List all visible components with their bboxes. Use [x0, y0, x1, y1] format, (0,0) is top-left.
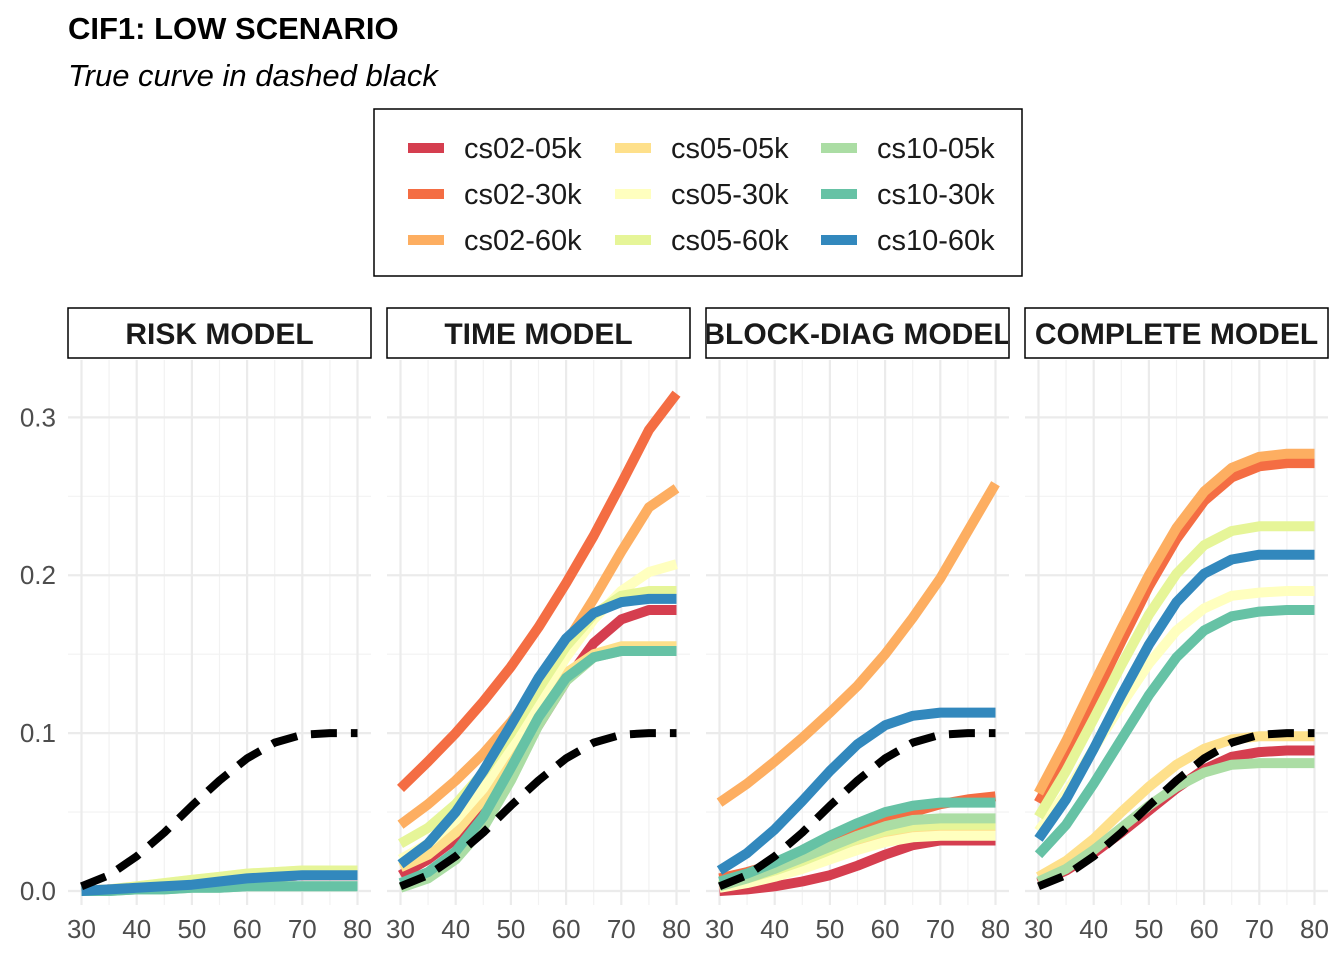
strip-label: TIME MODEL [444, 318, 632, 351]
true-curve-line [1037, 729, 1315, 891]
legend-label-cs02-30k: cs02-30k [464, 179, 582, 211]
x-tick-label: 70 [288, 914, 317, 944]
x-tick-label: 40 [1079, 914, 1108, 944]
series-line-cs02-30k [1034, 458, 1315, 806]
legend: cs02-05k cs02-30k cs02-60k cs05-05k cs05-30k… [373, 108, 1023, 277]
true-curve-line [718, 729, 996, 891]
x-tick-label: 70 [1245, 914, 1274, 944]
x-tick-label: 50 [177, 914, 206, 944]
strip-label: BLOCK-DIAG MODEL [703, 318, 1011, 351]
true-curve-line [80, 729, 358, 891]
legend-label-cs02-05k: cs02-05k [464, 133, 582, 165]
panels: RISK MODEL 30 40 50 60 70 80 TIME MODEL 30 40 50 60… [67, 307, 1329, 944]
x-tick-label: 60 [871, 914, 900, 944]
series-line-cs10-30k [1034, 605, 1315, 859]
true-curve-line [399, 729, 677, 891]
panel-time-model: TIME MODEL 30 40 50 60 70 80 [386, 307, 691, 944]
x-tick-label: 80 [981, 914, 1010, 944]
x-tick-label: 40 [441, 914, 470, 944]
y-axis: 0.0 0.1 0.2 0.3 [20, 402, 56, 906]
series-line-cs02-60k [716, 481, 1000, 807]
series-line-cs10-05k [1036, 758, 1315, 887]
series-line-cs10-05k [718, 813, 996, 892]
x-tick-label: 30 [705, 914, 734, 944]
legend-label-cs10-30k: cs10-30k [877, 179, 995, 211]
x-tick-label: 70 [926, 914, 955, 944]
legend-label-cs10-05k: cs10-05k [877, 133, 995, 165]
y-tick-label: 0.2 [20, 560, 56, 590]
x-tick-label: 30 [67, 914, 96, 944]
x-tick-label: 80 [1300, 914, 1329, 944]
series-line-cs05-30k [718, 830, 996, 893]
legend-label-cs10-60k: cs10-60k [877, 225, 995, 257]
series-line-cs05-60k [398, 586, 677, 848]
x-tick-label: 80 [662, 914, 691, 944]
legend-label-cs02-60k: cs02-60k [464, 225, 582, 257]
x-tick-label: 60 [233, 914, 262, 944]
strip-box [67, 307, 372, 359]
series-line-cs10-60k [1034, 549, 1315, 842]
panel-lines [397, 390, 681, 893]
series-line-cs10-60k [716, 707, 996, 875]
panel-lines [1034, 448, 1315, 891]
series-line-cs02-30k [397, 390, 681, 792]
x-tick-label: 60 [1190, 914, 1219, 944]
panel-lines [80, 729, 358, 896]
x-tick-label: 50 [1134, 914, 1163, 944]
series-line-cs10-60k [397, 593, 677, 869]
strip-label: RISK MODEL [125, 318, 313, 351]
panel-risk-model: RISK MODEL 30 40 50 60 70 80 [67, 307, 372, 944]
x-tick-label: 30 [1024, 914, 1053, 944]
x-tick-label: 50 [496, 914, 525, 944]
x-tick-label: 30 [386, 914, 415, 944]
strip-box [386, 307, 691, 359]
x-tick-label: 60 [552, 914, 581, 944]
series-line-cs10-60k [81, 870, 358, 896]
chart-title: CIF1: LOW SCENARIO [68, 11, 399, 46]
strip-label: COMPLETE MODEL [1035, 318, 1318, 351]
panel-complete-model: COMPLETE MODEL 30 40 50 60 70 80 [1024, 307, 1329, 944]
x-tick-label: 40 [122, 914, 151, 944]
panel-block-diag-model: BLOCK-DIAG MODEL 30 40 50 60 70 80 [703, 307, 1011, 944]
series-line-cs02-60k [1034, 448, 1315, 796]
panel-lines [716, 481, 1000, 896]
series-line-cs05-60k [1034, 521, 1315, 820]
strip-box [1024, 307, 1329, 359]
legend-label-cs05-05k: cs05-05k [671, 133, 789, 165]
y-tick-label: 0.1 [20, 718, 56, 748]
x-tick-label: 50 [815, 914, 844, 944]
legend-label-cs05-60k: cs05-60k [671, 225, 789, 257]
y-tick-label: 0.3 [20, 402, 56, 432]
legend-box [373, 108, 1023, 277]
strip-box [705, 307, 1010, 359]
chart-subtitle: True curve in dashed black [68, 58, 439, 93]
y-tick-label: 0.0 [20, 876, 56, 906]
x-tick-label: 40 [760, 914, 789, 944]
x-tick-label: 80 [343, 914, 372, 944]
x-tick-label: 70 [607, 914, 636, 944]
legend-label-cs05-30k: cs05-30k [671, 179, 789, 211]
